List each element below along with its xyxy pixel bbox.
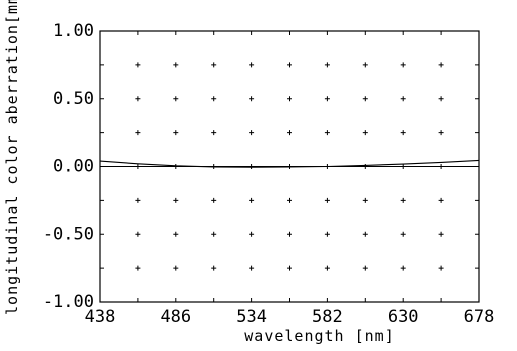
grid-cross <box>400 231 406 237</box>
grid-cross <box>211 231 217 237</box>
grid-cross <box>135 96 141 102</box>
grid-cross <box>400 265 406 271</box>
grid-cross <box>438 265 444 271</box>
grid-cross <box>438 62 444 68</box>
x-tick-label: 438 <box>85 307 116 327</box>
grid-cross <box>362 130 368 136</box>
grid-cross <box>173 62 179 68</box>
y-axis-label: longitudinal color aberration[mm <box>3 0 21 315</box>
grid-cross <box>287 197 292 203</box>
grid-cross <box>400 62 406 68</box>
grid-cross <box>324 62 330 68</box>
grid-cross <box>324 265 330 271</box>
grid-cross <box>324 96 330 102</box>
grid-cross <box>249 197 255 203</box>
grid-cross <box>249 62 255 68</box>
grid-cross <box>362 265 368 271</box>
grid-cross <box>135 197 141 203</box>
grid-cross <box>173 130 179 136</box>
grid-cross <box>400 130 406 136</box>
x-tick-label: 486 <box>160 307 191 327</box>
grid-cross <box>438 197 444 203</box>
grid-cross <box>362 197 368 203</box>
grid-cross <box>324 231 330 237</box>
grid-cross <box>287 130 292 136</box>
grid-cross <box>287 231 292 237</box>
grid-cross <box>135 62 141 68</box>
x-tick-label: 534 <box>236 307 267 327</box>
grid-cross <box>173 197 179 203</box>
y-tick-label: 1.00 <box>53 21 94 41</box>
grid-cross <box>249 96 255 102</box>
grid-cross <box>362 62 368 68</box>
grid-cross <box>249 231 255 237</box>
grid-cross <box>211 96 217 102</box>
grid-cross <box>362 96 368 102</box>
x-tick-label: 630 <box>388 307 419 327</box>
x-tick-label: 678 <box>464 307 495 327</box>
grid-cross <box>287 265 292 271</box>
grid-cross <box>211 265 217 271</box>
grid-cross <box>211 197 217 203</box>
y-tick-label: -0.50 <box>43 224 94 244</box>
grid-cross <box>438 231 444 237</box>
y-tick-label: 0.50 <box>53 89 94 109</box>
grid-cross <box>173 265 179 271</box>
grid-cross <box>324 197 330 203</box>
y-tick-labels: 1.00 0.50 0.00 -0.50 -1.00 <box>43 21 94 312</box>
grid-cross <box>249 265 255 271</box>
grid-cross <box>400 96 406 102</box>
grid-cross <box>438 96 444 102</box>
series-lines <box>99 159 480 168</box>
grid-cross <box>135 130 141 136</box>
grid-cross <box>135 231 141 237</box>
grid-cross <box>211 130 217 136</box>
y-tick-label: -1.00 <box>43 292 94 312</box>
grid-cross <box>173 96 179 102</box>
x-tick-label: 582 <box>312 307 343 327</box>
grid-cross <box>287 62 292 68</box>
grid-cross <box>438 130 444 136</box>
x-axis-label: wavelength [nm] <box>244 327 394 345</box>
x-tick-labels: 438 486 534 582 630 678 <box>85 307 495 327</box>
grid-cross <box>400 197 406 203</box>
grid-cross <box>249 130 255 136</box>
grid-cross <box>362 231 368 237</box>
grid-cross <box>211 62 217 68</box>
grid-cross <box>135 265 141 271</box>
grid-cross <box>173 231 179 237</box>
grid-cross <box>324 130 330 136</box>
grid-cross <box>287 96 292 102</box>
y-tick-label: 0.00 <box>53 157 94 177</box>
